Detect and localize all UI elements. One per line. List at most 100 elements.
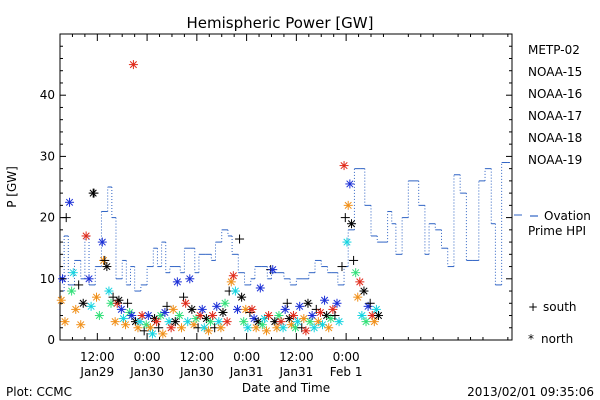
data-point-1 (65, 197, 75, 207)
x-tick-label-date-3: Jan31 (229, 365, 264, 379)
data-point-78 (220, 298, 230, 308)
data-point-136 (340, 213, 350, 223)
data-point-92 (249, 314, 259, 324)
data-point-11 (81, 231, 91, 241)
legend-item-noaa-17: NOAA-17 (528, 109, 582, 123)
data-point-48 (158, 329, 168, 339)
plot-timestamp: 2013/02/01 09:35:06 (467, 385, 594, 399)
y-tick-label-2: 20 (40, 211, 55, 225)
data-point-111 (288, 311, 298, 321)
data-point-45 (152, 317, 162, 327)
data-point-107 (280, 304, 290, 314)
y-tick-label-0: 0 (47, 333, 55, 347)
data-point-56 (174, 311, 184, 321)
ovation-legend-label-1: Ovation (544, 209, 591, 223)
data-point-130 (328, 304, 338, 314)
x-tick-label-time-3: 0:00 (233, 350, 260, 364)
y-tick-label-3: 30 (40, 149, 55, 163)
y-tick-label-4: 40 (40, 88, 55, 102)
x-tick-label-date-1: Jan30 (129, 365, 164, 379)
data-point-98 (262, 326, 272, 336)
data-point-33 (127, 311, 137, 321)
data-point-106 (278, 323, 288, 333)
data-point-139 (345, 179, 355, 189)
data-point-15 (89, 188, 99, 198)
marker-legend-south-label: south (543, 300, 577, 314)
data-point-72 (208, 311, 218, 321)
data-point-86 (237, 292, 247, 302)
plot-frame (59, 33, 513, 341)
data-point-91 (247, 304, 257, 314)
data-point-121 (309, 323, 319, 333)
data-point-55 (172, 277, 182, 287)
data-point-134 (337, 262, 347, 272)
data-point-74 (212, 301, 222, 311)
data-point-97 (259, 314, 269, 324)
data-point-18 (97, 237, 107, 247)
data-point-118 (303, 298, 313, 308)
marker-legend: + south * north (528, 300, 577, 346)
data-point-128 (324, 323, 334, 333)
marker-legend-north-label: north (541, 332, 573, 346)
data-point-9 (76, 320, 86, 330)
data-point-138 (343, 200, 353, 210)
data-point-25 (110, 317, 120, 327)
data-point-89 (243, 323, 253, 333)
data-point-145 (357, 311, 367, 321)
data-point-96 (257, 320, 267, 330)
plot-credit: Plot: CCMC (6, 385, 72, 399)
data-point-87 (239, 317, 249, 327)
x-tick-label-date-2: Jan30 (179, 365, 214, 379)
data-point-58 (179, 292, 189, 302)
x-tick-label-date-0: Jan29 (79, 365, 114, 379)
data-point-6 (68, 268, 78, 278)
data-point-108 (282, 298, 292, 308)
chart-title: Hemispheric Power [GW] (187, 14, 374, 32)
data-point-135 (339, 161, 349, 171)
data-point-76 (216, 323, 226, 333)
data-point-126 (320, 295, 330, 305)
data-point-131 (330, 311, 340, 321)
data-point-82 (228, 271, 238, 281)
x-axis: 12:00Jan290:00Jan3012:00Jan300:00Jan3112… (59, 34, 509, 379)
data-point-2 (56, 295, 66, 305)
data-point-153 (373, 311, 383, 321)
data-point-141 (349, 255, 359, 265)
data-point-146 (359, 286, 369, 296)
ovation-legend: Ovation Prime HPI (514, 209, 591, 238)
x-tick-label-date-4: Jan31 (278, 365, 313, 379)
data-point-16 (91, 292, 101, 302)
data-point-95 (255, 283, 265, 293)
data-point-147 (361, 317, 371, 327)
data-point-125 (317, 320, 327, 330)
legend-item-metp-02: METP-02 (528, 43, 580, 57)
legend-item-noaa-18: NOAA-18 (528, 131, 582, 145)
data-point-117 (301, 326, 311, 336)
data-point-8 (74, 280, 84, 290)
data-point-140 (347, 219, 357, 229)
data-point-133 (334, 317, 344, 327)
data-point-75 (214, 317, 224, 327)
data-point-103 (272, 323, 282, 333)
data-point-38 (137, 311, 147, 321)
data-point-30 (121, 320, 131, 330)
x-tick-label-time-1: 0:00 (134, 350, 161, 364)
marker-legend-south-symbol: + (528, 300, 538, 314)
data-point-83 (230, 286, 240, 296)
data-point-52 (166, 323, 176, 333)
data-point-149 (365, 298, 375, 308)
data-point-84 (232, 304, 242, 314)
ovation-layer (60, 162, 510, 292)
data-point-77 (218, 307, 228, 317)
points-layer (56, 60, 383, 339)
data-point-21 (102, 262, 112, 272)
data-point-151 (369, 317, 379, 327)
data-point-68 (199, 323, 209, 333)
data-point-113 (293, 317, 303, 327)
data-point-4 (60, 317, 70, 327)
data-point-120 (307, 311, 317, 321)
data-point-53 (168, 304, 178, 314)
legend-item-noaa-15: NOAA-15 (528, 65, 582, 79)
data-point-132 (332, 298, 342, 308)
